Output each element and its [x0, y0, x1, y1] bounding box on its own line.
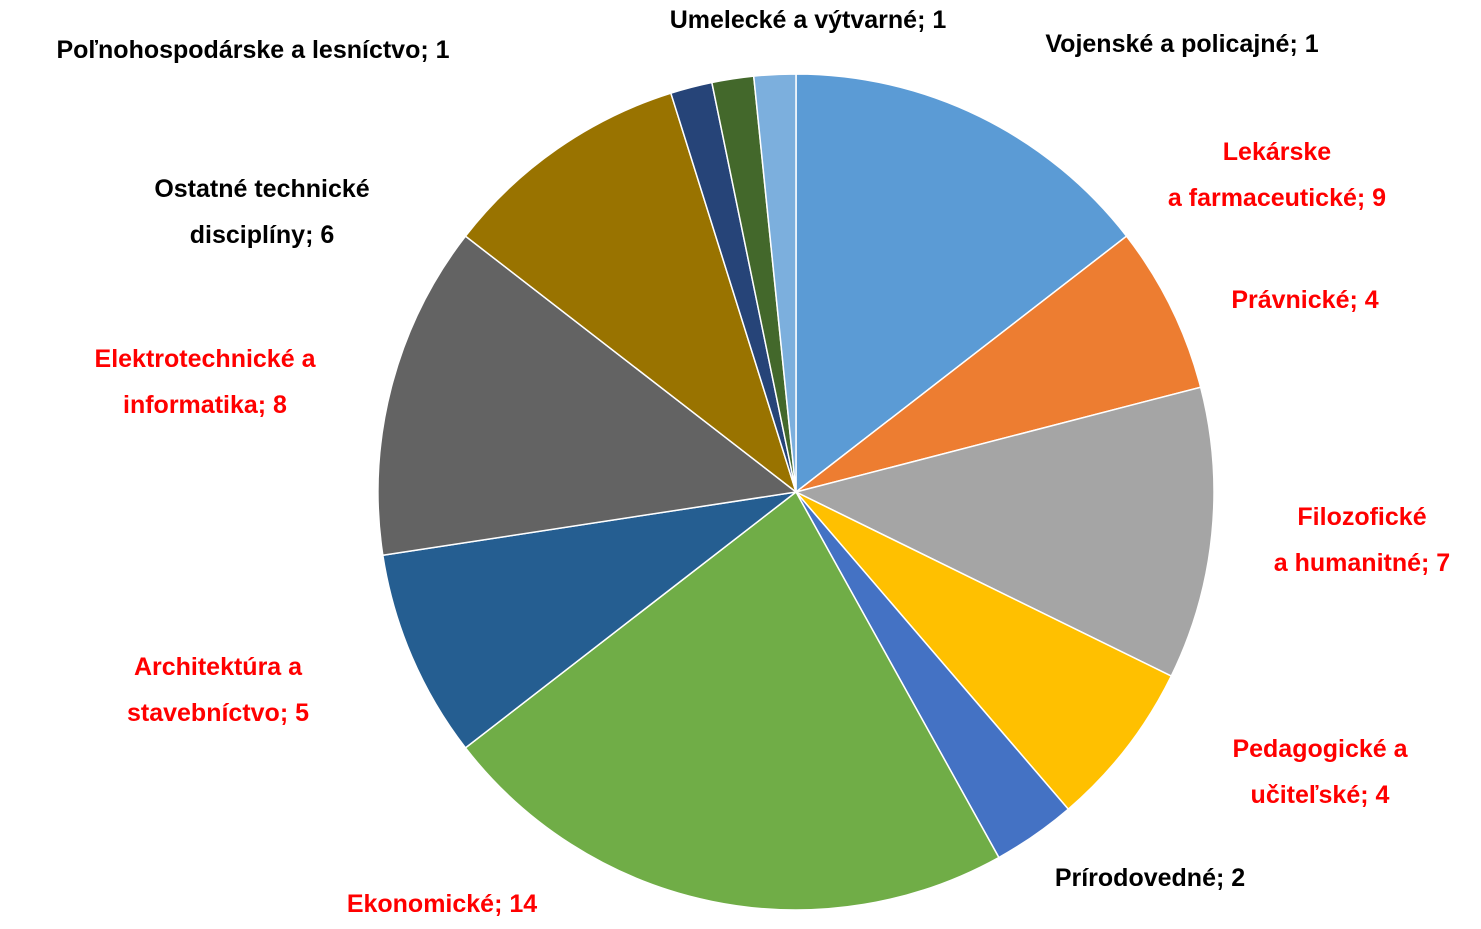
- value-label: ; 2: [1216, 864, 1245, 892]
- data-label: Umelecké a výtvarné; 1: [670, 6, 947, 34]
- category-label: Ekonomické: [347, 890, 494, 918]
- category-label: Filozofické: [1297, 503, 1426, 531]
- value-label: ; 8: [258, 391, 287, 419]
- category-label: Vojenské a policajné: [1045, 30, 1289, 58]
- value-label: ; 1: [917, 6, 946, 34]
- data-label: Pedagogické a učiteľské; 4: [1232, 735, 1408, 809]
- category-label: Lekárske: [1223, 138, 1332, 166]
- category-label: Umelecké a výtvarné: [670, 6, 917, 34]
- pie-slice: [381, 490, 799, 749]
- pie-slice: [793, 386, 1215, 678]
- data-label: Právnické; 4: [1231, 286, 1378, 314]
- value-label: ; 9: [1357, 184, 1386, 212]
- data-label: Filozofické a humanitné; 7: [1274, 503, 1450, 577]
- category-label: Právnické: [1231, 286, 1349, 314]
- category-label: Elektrotechnické a: [95, 345, 317, 373]
- pie-slice: [795, 235, 1202, 493]
- pie-slice: [464, 92, 798, 495]
- value-label: ; 1: [1289, 30, 1318, 58]
- data-label: Ostatné technické disciplíny; 6: [154, 175, 369, 249]
- value-label: ; 4: [1360, 781, 1389, 809]
- value-label: ; 6: [305, 221, 334, 249]
- data-label: Ekonomické; 14: [347, 890, 537, 918]
- data-label: Architektúra a stavebníctvo; 5: [127, 653, 309, 727]
- pie-slice: [464, 490, 1000, 911]
- data-label: Poľnohospodárske a lesníctvo; 1: [56, 36, 449, 64]
- pie-slice: [795, 73, 1128, 494]
- data-label: Prírodovedné; 2: [1055, 864, 1245, 892]
- value-label: ; 7: [1421, 549, 1450, 577]
- category-label: stavebníctvo: [127, 699, 280, 727]
- data-label: Vojenské a policajné; 1: [1045, 30, 1318, 58]
- category-label: Architektúra a: [134, 653, 303, 681]
- value-label: ; 14: [494, 890, 537, 918]
- category-label: disciplíny: [190, 221, 305, 249]
- value-label: ; 5: [280, 699, 309, 727]
- value-label: ; 1: [420, 36, 449, 64]
- category-label: informatika: [123, 391, 259, 419]
- data-label: Elektrotechnické a informatika; 8: [95, 345, 317, 419]
- category-label: Ostatné technické: [154, 175, 369, 203]
- category-label: a farmaceutické: [1168, 184, 1357, 212]
- category-label: Poľnohospodárske a lesníctvo: [56, 36, 420, 64]
- category-label: Pedagogické a: [1232, 735, 1408, 763]
- category-label: učiteľské: [1251, 781, 1361, 809]
- category-label: Prírodovedné: [1055, 864, 1216, 892]
- value-label: ; 4: [1349, 286, 1378, 314]
- pie-slice: [795, 491, 1173, 811]
- category-label: a humanitné: [1274, 549, 1421, 577]
- data-label: Lekárske a farmaceutické; 9: [1168, 138, 1386, 212]
- pie-slice: [752, 73, 797, 493]
- pie-slice: [377, 235, 798, 557]
